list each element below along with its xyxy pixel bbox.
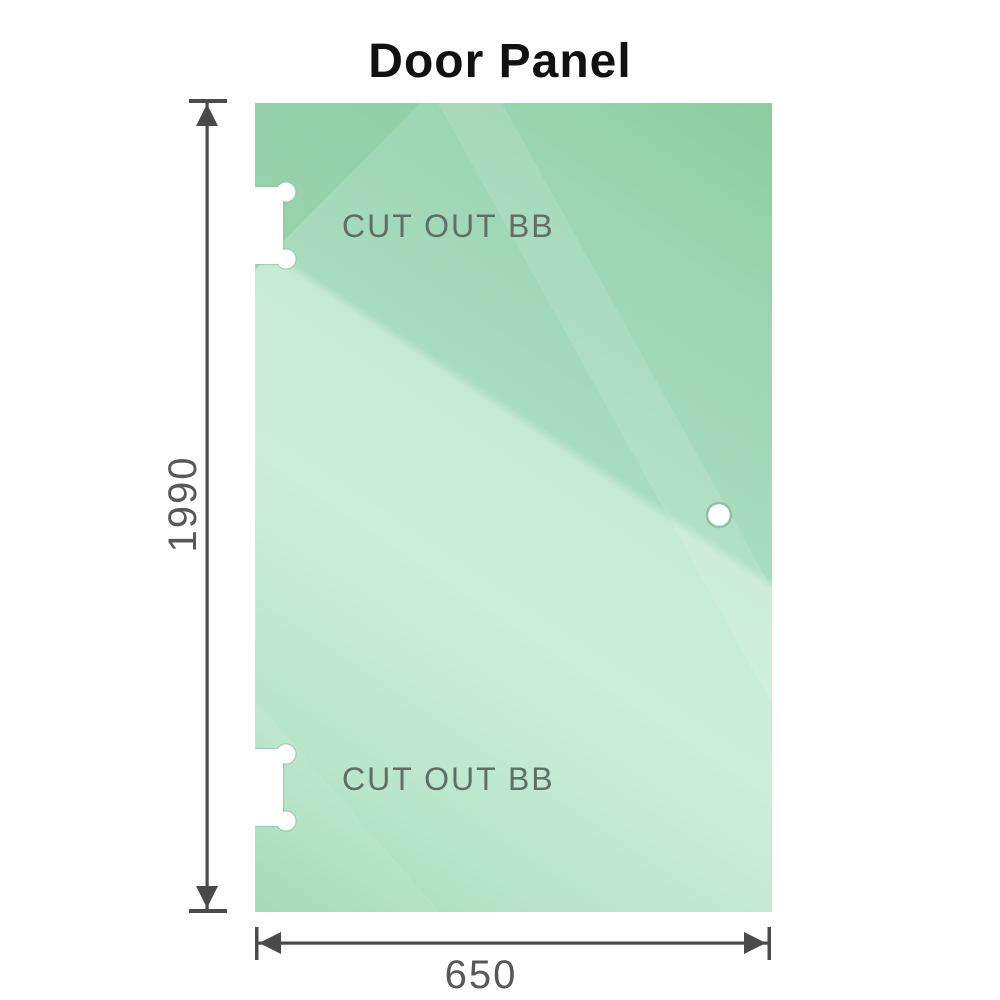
cutout-bottom-lobe-2 [276,811,296,831]
cutout-top-label: CUT OUT BB [342,208,555,244]
cutout-bottom [246,743,297,832]
cutout-bottom-edge-opening [246,747,255,828]
vertical-dimension-arrow-up [196,104,218,126]
glass-panel [255,103,772,912]
panel-hole [705,501,733,529]
vertical-dimension [189,99,227,913]
cutout-top-rect [252,187,283,264]
cutout-top-lobe-1 [276,182,296,202]
vertical-dimension-top-cap [189,99,227,103]
horizontal-dimension-right-tick [767,927,771,960]
cutout-top-edge-opening [246,185,255,266]
cutout-bottom-lobe-1 [276,744,296,764]
horizontal-dimension-left-tick [255,927,259,960]
horizontal-dimension-line [258,941,768,945]
page-title: Door Panel [368,35,632,88]
vertical-dimension-bottom-cap [189,909,227,913]
horizontal-dimension-arrow-left [259,932,281,954]
cutout-top-lobe-2 [276,249,296,269]
glass-reflection-band [438,103,772,704]
vertical-dimension-arrow-down [196,886,218,908]
horizontal-dimension-label: 650 [445,953,518,997]
vertical-dimension-label: 1990 [161,456,205,553]
glass-corner-shade [255,103,420,270]
glass-reflection-corner [255,700,440,912]
cutout-bottom-label: CUT OUT BB [342,761,555,797]
vertical-dimension-line [205,103,209,909]
horizontal-dimension-arrow-right [744,932,766,954]
cutout-bottom-rect [252,749,283,826]
cutout-top [246,181,297,270]
horizontal-dimension [255,927,771,960]
